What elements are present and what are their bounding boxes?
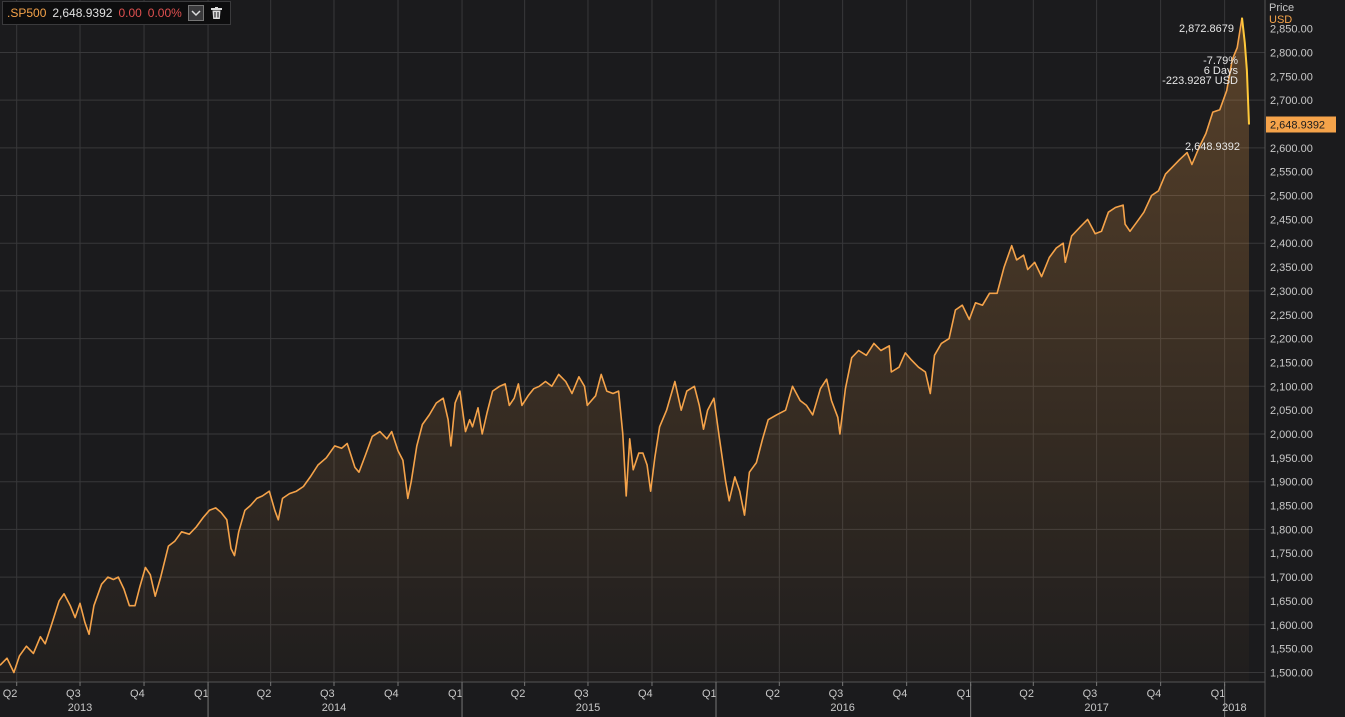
price-area-fill <box>0 17 1249 682</box>
x-year-label: 2017 <box>1084 702 1108 714</box>
x-quarter-label: Q3 <box>1083 688 1098 700</box>
trash-icon[interactable] <box>210 6 224 20</box>
peak-value-label: 2,872.8679 <box>1179 23 1234 35</box>
x-year-label: 2013 <box>68 702 92 714</box>
legend-value: 2,648.9392 <box>52 6 113 20</box>
series-legend[interactable]: .SP500 2,648.9392 0.00 0.00% <box>2 1 231 25</box>
y-tick-label: 1,650.00 <box>1270 596 1313 608</box>
legend-change-percent: 0.00% <box>147 6 182 20</box>
x-quarter-label: Q1 <box>194 688 209 700</box>
drawdown-percent-label: -7.79% <box>1203 55 1238 67</box>
x-quarter-label: Q4 <box>384 688 399 700</box>
price-axis-currency-label: USD <box>1269 14 1293 26</box>
y-tick-label: 2,000.00 <box>1270 429 1313 441</box>
x-year-label: 2014 <box>322 702 346 714</box>
legend-change: 0.00 <box>118 6 142 20</box>
y-tick-label: 2,150.00 <box>1270 357 1313 369</box>
x-quarter-label: Q3 <box>320 688 335 700</box>
y-tick-label: 1,750.00 <box>1270 548 1313 560</box>
time-axis[interactable]: Q2 Q3 Q4 Q1 Q2 Q3 Q4 Q1 Q2 Q3 Q4 Q1 Q2 Q3 Q4 Q1 Q2 Q3 Q4 Q1… <box>3 682 1247 717</box>
y-tick-label: 1,800.00 <box>1270 524 1313 536</box>
y-tick-label: 1,850.00 <box>1270 501 1313 513</box>
drawdown-annotation: 2,872.8679 -7.79% 6 Days -223.9287 USD 2… <box>1162 23 1240 153</box>
y-tick-label: 2,700.00 <box>1270 95 1313 107</box>
y-tick-label: 1,950.00 <box>1270 453 1313 465</box>
x-quarter-label: Q2 <box>257 688 272 700</box>
price-line-series[interactable] <box>0 17 1243 674</box>
x-quarter-label: Q4 <box>638 688 653 700</box>
y-tick-label: 2,600.00 <box>1270 143 1313 155</box>
last-value-label: 2,648.9392 <box>1185 141 1240 153</box>
x-quarter-label: Q4 <box>1147 688 1162 700</box>
x-quarter-label: Q1 <box>448 688 463 700</box>
y-tick-label: 1,500.00 <box>1270 667 1313 679</box>
x-quarter-label: Q4 <box>893 688 908 700</box>
x-quarter-label: Q2 <box>3 688 18 700</box>
y-tick-label: 2,250.00 <box>1270 310 1313 322</box>
x-year-label: 2018 <box>1222 702 1246 714</box>
last-price-tag-text: 2,648.9392 <box>1270 120 1325 132</box>
y-tick-label: 1,700.00 <box>1270 572 1313 584</box>
y-tick-label: 2,550.00 <box>1270 167 1313 179</box>
y-tick-label: 1,600.00 <box>1270 620 1313 632</box>
x-quarter-label: Q1 <box>702 688 717 700</box>
y-tick-label: 2,350.00 <box>1270 262 1313 274</box>
y-tick-label: 1,550.00 <box>1270 644 1313 656</box>
x-quarter-label: Q3 <box>829 688 844 700</box>
y-tick-label: 2,800.00 <box>1270 47 1313 59</box>
y-tick-label: 2,400.00 <box>1270 238 1313 250</box>
y-tick-label: 2,850.00 <box>1270 24 1313 36</box>
x-quarter-label: Q2 <box>1019 688 1034 700</box>
drawdown-measure-line[interactable] <box>1241 17 1250 125</box>
y-tick-label: 2,050.00 <box>1270 405 1313 417</box>
x-quarter-label: Q2 <box>511 688 526 700</box>
x-year-label: 2015 <box>576 702 600 714</box>
x-quarter-label: Q1 <box>1211 688 1226 700</box>
y-tick-label: 1,900.00 <box>1270 477 1313 489</box>
x-quarter-label: Q3 <box>66 688 81 700</box>
x-quarter-label: Q1 <box>957 688 972 700</box>
last-price-tag: 2,648.9392 <box>1266 116 1336 133</box>
x-quarter-label: Q2 <box>765 688 780 700</box>
x-quarter-label: Q4 <box>130 688 145 700</box>
chevron-down-icon[interactable] <box>187 5 204 21</box>
x-quarter-label: Q3 <box>574 688 589 700</box>
y-tick-label: 2,450.00 <box>1270 214 1313 226</box>
drawdown-amount-label: -223.9287 USD <box>1162 75 1238 87</box>
x-year-label: 2016 <box>830 702 854 714</box>
y-tick-label: 2,200.00 <box>1270 334 1313 346</box>
price-axis-title: Price USD <box>1269 2 1294 26</box>
price-axis-title-label: Price <box>1269 2 1295 14</box>
y-tick-label: 2,300.00 <box>1270 286 1313 298</box>
y-tick-label: 2,100.00 <box>1270 381 1313 393</box>
drawdown-period-label: 6 Days <box>1204 65 1239 77</box>
last-price-tag-box <box>1266 116 1336 133</box>
price-axis[interactable]: 1,500.00 1,550.00 1,600.00 1,650.00 1,700.00… <box>1270 24 1313 680</box>
y-tick-label: 2,750.00 <box>1270 71 1313 83</box>
legend-symbol[interactable]: .SP500 <box>7 6 47 20</box>
y-tick-label: 2,500.00 <box>1270 191 1313 203</box>
